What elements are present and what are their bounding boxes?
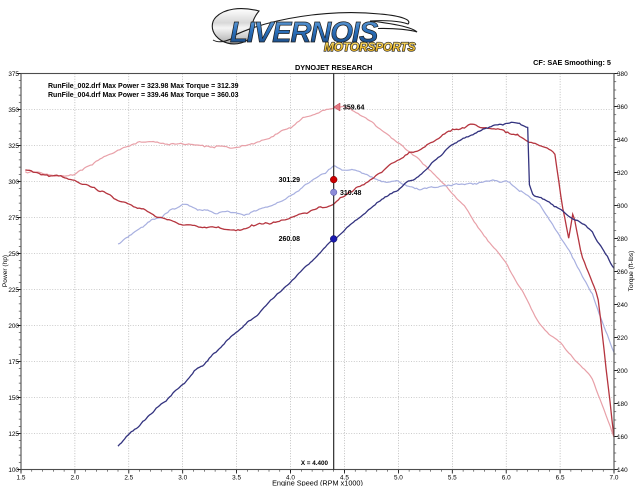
svg-text:RunFile_004.drf Max Power = 33: RunFile_004.drf Max Power = 339.46 Max T… bbox=[48, 92, 239, 99]
svg-text:175: 175 bbox=[8, 359, 19, 366]
svg-text:3.5: 3.5 bbox=[232, 475, 241, 482]
svg-text:2.0: 2.0 bbox=[70, 475, 79, 482]
svg-text:200: 200 bbox=[617, 368, 628, 375]
svg-text:MOTORSPORTS: MOTORSPORTS bbox=[324, 40, 416, 54]
svg-text:250: 250 bbox=[8, 251, 19, 258]
svg-text:301.29: 301.29 bbox=[279, 177, 301, 184]
svg-text:150: 150 bbox=[8, 395, 19, 402]
svg-text:1.5: 1.5 bbox=[17, 475, 26, 482]
svg-text:300: 300 bbox=[617, 203, 628, 210]
svg-text:200: 200 bbox=[8, 323, 19, 330]
svg-text:375: 375 bbox=[8, 71, 19, 78]
svg-text:2.5: 2.5 bbox=[124, 475, 133, 482]
svg-text:360: 360 bbox=[617, 104, 628, 111]
svg-text:RunFile_002.drf Max Power = 32: RunFile_002.drf Max Power = 323.98 Max T… bbox=[48, 83, 239, 90]
svg-text:180: 180 bbox=[617, 401, 628, 408]
svg-text:DYNOJET RESEARCH: DYNOJET RESEARCH bbox=[295, 63, 372, 72]
svg-text:260.08: 260.08 bbox=[279, 236, 301, 243]
svg-text:325: 325 bbox=[8, 143, 19, 150]
svg-text:3.0: 3.0 bbox=[178, 475, 187, 482]
svg-text:100: 100 bbox=[8, 467, 19, 474]
svg-text:5.0: 5.0 bbox=[394, 475, 403, 482]
svg-text:X = 4.400: X = 4.400 bbox=[301, 460, 329, 467]
svg-text:280: 280 bbox=[617, 236, 628, 243]
svg-text:6.0: 6.0 bbox=[502, 475, 511, 482]
svg-text:240: 240 bbox=[617, 302, 628, 309]
svg-text:6.5: 6.5 bbox=[556, 475, 565, 482]
svg-text:Power (hp): Power (hp) bbox=[2, 255, 9, 287]
svg-text:320: 320 bbox=[617, 170, 628, 177]
svg-text:125: 125 bbox=[8, 431, 19, 438]
svg-text:380: 380 bbox=[617, 71, 628, 78]
svg-text:275: 275 bbox=[8, 215, 19, 222]
svg-text:160: 160 bbox=[617, 434, 628, 441]
svg-text:260: 260 bbox=[617, 269, 628, 276]
svg-text:310.48: 310.48 bbox=[340, 190, 362, 197]
svg-text:7.0: 7.0 bbox=[610, 475, 619, 482]
svg-text:300: 300 bbox=[8, 179, 19, 186]
svg-text:359.64: 359.64 bbox=[343, 105, 365, 112]
svg-text:Torque (ft-lbs): Torque (ft-lbs) bbox=[628, 251, 635, 292]
svg-text:350: 350 bbox=[8, 107, 19, 114]
svg-text:CF: SAE Smoothing: 5: CF: SAE Smoothing: 5 bbox=[533, 58, 611, 67]
svg-text:340: 340 bbox=[617, 137, 628, 144]
svg-text:Engine Speed (RPM x1000): Engine Speed (RPM x1000) bbox=[272, 479, 363, 486]
svg-text:220: 220 bbox=[617, 335, 628, 342]
svg-text:5.5: 5.5 bbox=[448, 475, 457, 482]
svg-text:225: 225 bbox=[8, 287, 19, 294]
svg-text:140: 140 bbox=[617, 467, 628, 474]
